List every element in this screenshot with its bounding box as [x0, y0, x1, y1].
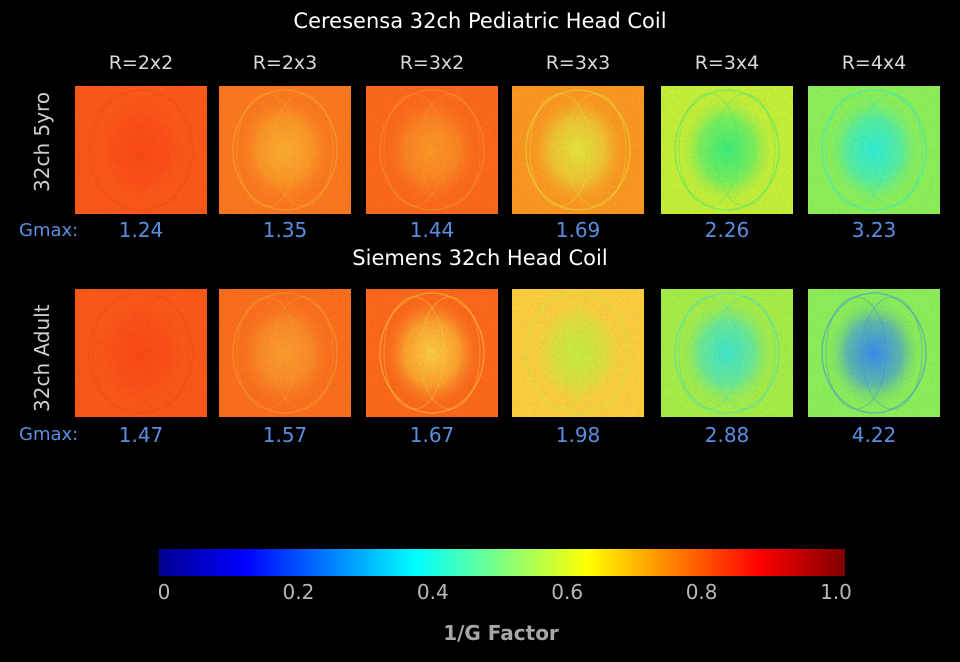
column-header: R=2x3 — [252, 52, 318, 74]
gmax-value: 1.44 — [409, 218, 455, 242]
gfactor-map — [366, 289, 498, 417]
gfactor-map — [75, 289, 207, 417]
gmax-value: 1.67 — [409, 423, 455, 447]
colorbar-tick-label: 0.8 — [685, 580, 718, 604]
column-header: R=2x2 — [108, 52, 174, 74]
bottom-title: Siemens 32ch Head Coil — [352, 246, 608, 270]
colorbar — [159, 549, 845, 576]
colorbar-label: 1/G Factor — [443, 621, 559, 645]
gmax-value: 2.88 — [704, 423, 750, 447]
gfactor-map — [512, 86, 644, 214]
gmax-value: 3.23 — [851, 218, 897, 242]
colorbar-tick-label: 0.6 — [551, 580, 584, 604]
gmax-value: 4.22 — [851, 423, 897, 447]
column-header: R=3x3 — [545, 52, 611, 74]
colorbar-tick-label: 1.0 — [820, 580, 852, 604]
gmax-label-row2: Gmax: — [19, 424, 79, 445]
gfactor-map — [219, 86, 351, 214]
row-label-adult: 32ch Adult — [30, 304, 54, 412]
gfactor-map — [219, 289, 351, 417]
top-title: Ceresensa 32ch Pediatric Head Coil — [293, 9, 667, 33]
column-header: R=3x4 — [694, 52, 760, 74]
colorbar-tick-label: 0.2 — [282, 580, 315, 604]
gmax-value: 1.24 — [118, 218, 164, 242]
gfactor-map — [512, 289, 644, 417]
gfactor-map — [75, 86, 207, 214]
gmax-value: 1.69 — [555, 218, 601, 242]
gmax-value: 1.35 — [262, 218, 308, 242]
gfactor-map — [808, 289, 940, 417]
row-label-5yro: 32ch 5yro — [30, 91, 54, 192]
gfactor-map — [808, 86, 940, 214]
gfactor-map — [366, 86, 498, 214]
gmax-value: 1.47 — [118, 423, 164, 447]
gfactor-map — [661, 289, 793, 417]
gmax-label-row1: Gmax: — [19, 220, 79, 241]
column-header: R=4x4 — [841, 52, 907, 74]
gmax-value: 1.57 — [262, 423, 308, 447]
column-header: R=3x2 — [399, 52, 465, 74]
colorbar-tick-label: 0 — [157, 580, 171, 604]
gmax-value: 2.26 — [704, 218, 750, 242]
gfactor-map — [661, 86, 793, 214]
colorbar-tick-label: 0.4 — [416, 580, 449, 604]
gmax-value: 1.98 — [555, 423, 601, 447]
